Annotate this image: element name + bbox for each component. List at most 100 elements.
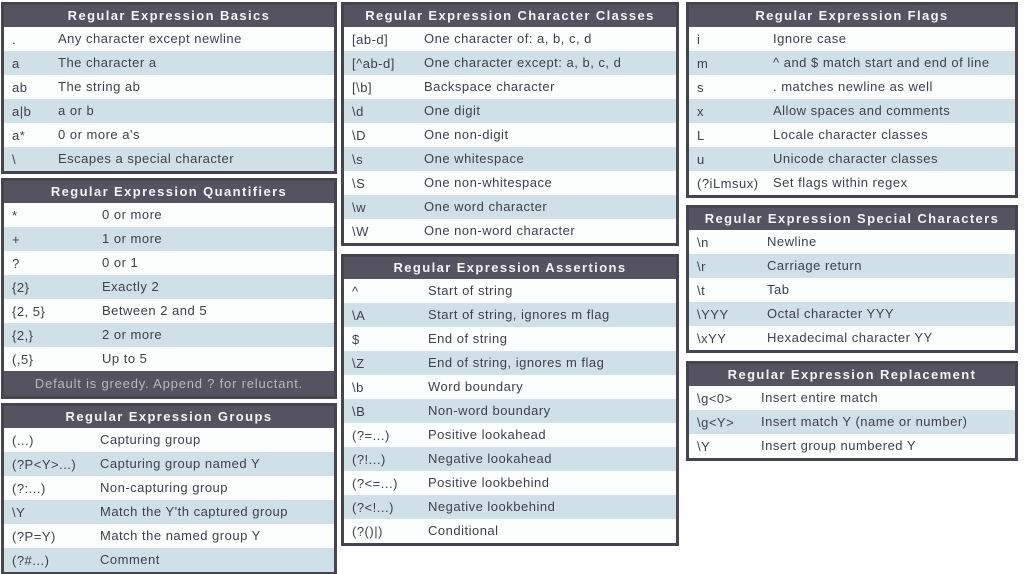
pattern-description: ^ and $ match start and end of line xyxy=(773,55,990,70)
pattern-symbol: (?!...) xyxy=(352,451,386,467)
pattern-description: Allow spaces and comments xyxy=(773,103,951,118)
pattern-description: One digit xyxy=(424,103,481,118)
table-row: \YYY Octal character YYY xyxy=(689,302,1015,326)
pattern-symbol: a xyxy=(12,55,20,71)
pattern-description: Between 2 and 5 xyxy=(102,303,208,318)
pattern-symbol: \r xyxy=(697,258,706,274)
table-row: (?#...) Comment xyxy=(4,548,334,572)
pattern-description: Non-word boundary xyxy=(428,403,551,418)
pattern-symbol: (?:...) xyxy=(12,480,46,496)
pattern-symbol: (?iLmsux) xyxy=(697,175,759,191)
table-character-classes-rows: [ab-d] One character of: a, b, c, d [^ab-d… xyxy=(344,27,676,243)
table-row: {2,} 2 or more xyxy=(4,323,334,347)
pattern-description: Newline xyxy=(767,234,817,249)
pattern-symbol: ? xyxy=(12,255,20,271)
pattern-description: Insert group numbered Y xyxy=(761,438,917,453)
pattern-description: Positive lookahead xyxy=(428,427,547,442)
pattern-description: Octal character YYY xyxy=(767,306,895,321)
pattern-symbol: {2, 5} xyxy=(12,303,46,319)
table-row: \w One word character xyxy=(344,195,676,219)
pattern-symbol: ^ xyxy=(352,283,359,299)
table-quantifiers: Regular Expression Quantifiers * 0 or mor… xyxy=(1,178,337,399)
pattern-description: Match the Y'th captured group xyxy=(100,504,289,519)
pattern-symbol: (?P<Y>...) xyxy=(12,456,77,472)
table-character-classes: Regular Expression Character Classes [ab… xyxy=(341,2,679,246)
table-assertions-title: Regular Expression Assertions xyxy=(344,257,676,279)
table-row: \D One non-digit xyxy=(344,123,676,147)
pattern-description: Word boundary xyxy=(428,379,524,394)
pattern-symbol: \b xyxy=(352,379,364,395)
pattern-symbol: \D xyxy=(352,127,366,143)
pattern-description: Start of string xyxy=(428,283,513,298)
table-row: \S One non-whitespace xyxy=(344,171,676,195)
pattern-description: One non-whitespace xyxy=(424,175,553,190)
table-row: (...) Capturing group xyxy=(4,428,334,452)
table-basics-title: Regular Expression Basics xyxy=(4,5,334,27)
pattern-symbol: * xyxy=(12,207,18,223)
pattern-symbol: \YYY xyxy=(697,306,729,322)
pattern-symbol: [\b] xyxy=(352,79,373,95)
pattern-description: Exactly 2 xyxy=(102,279,160,294)
table-row: a* 0 or more a's xyxy=(4,123,334,147)
table-row: [ab-d] One character of: a, b, c, d xyxy=(344,27,676,51)
table-row: \A Start of string, ignores m flag xyxy=(344,303,676,327)
pattern-symbol: \S xyxy=(352,175,366,191)
pattern-description: Insert entire match xyxy=(761,390,879,405)
table-row: x Allow spaces and comments xyxy=(689,99,1015,123)
pattern-symbol: [ab-d] xyxy=(352,31,389,47)
table-special-characters-title: Regular Expression Special Characters xyxy=(689,208,1015,230)
pattern-description: The character a xyxy=(58,55,157,70)
table-row: (?!...) Negative lookahead xyxy=(344,447,676,471)
pattern-description: One word character xyxy=(424,199,548,214)
table-character-classes-title: Regular Expression Character Classes xyxy=(344,5,676,27)
table-assertions: Regular Expression Assertions ^ Start of … xyxy=(341,254,679,546)
pattern-description: The string ab xyxy=(58,79,141,94)
pattern-description: Unicode character classes xyxy=(773,151,938,166)
pattern-symbol: \t xyxy=(697,282,706,298)
pattern-description: Backspace character xyxy=(424,79,555,94)
pattern-description: Non-capturing group xyxy=(100,480,229,495)
pattern-description: 1 or more xyxy=(102,231,163,246)
pattern-description: Escapes a special character xyxy=(58,151,235,166)
pattern-description: . matches newline as well xyxy=(773,79,933,94)
table-replacement-rows: \g<0> Insert entire match \g<Y> Insert matc… xyxy=(689,386,1015,458)
table-row: \ Escapes a special character xyxy=(4,147,334,171)
table-row: (?P<Y>...) Capturing group named Y xyxy=(4,452,334,476)
table-row: (?<=...) Positive lookbehind xyxy=(344,471,676,495)
pattern-description: Match the named group Y xyxy=(100,528,261,543)
table-quantifiers-title: Regular Expression Quantifiers xyxy=(4,181,334,203)
pattern-description: Conditional xyxy=(428,523,499,538)
table-assertions-rows: ^ Start of string \A Start of string, ignor… xyxy=(344,279,676,543)
table-row: (?iLmsux) Set flags within regex xyxy=(689,171,1015,195)
pattern-description: One character of: a, b, c, d xyxy=(424,31,592,46)
pattern-description: One whitespace xyxy=(424,151,525,166)
table-row: * 0 or more xyxy=(4,203,334,227)
table-row: \d One digit xyxy=(344,99,676,123)
table-row: (?:...) Non-capturing group xyxy=(4,476,334,500)
pattern-symbol: m xyxy=(697,55,709,71)
pattern-symbol: \A xyxy=(352,307,366,323)
pattern-description: 0 or 1 xyxy=(102,255,139,270)
table-row: \g<0> Insert entire match xyxy=(689,386,1015,410)
table-row: $ End of string xyxy=(344,327,676,351)
pattern-symbol: \xYY xyxy=(697,330,727,346)
table-row: \t Tab xyxy=(689,278,1015,302)
table-row: s . matches newline as well xyxy=(689,75,1015,99)
pattern-description: Start of string, ignores m flag xyxy=(428,307,610,322)
column-right: Regular Expression Flags i Ignore case m ^ … xyxy=(686,2,1018,466)
pattern-description: One non-digit xyxy=(424,127,509,142)
table-row: \r Carriage return xyxy=(689,254,1015,278)
table-row: (,5} Up to 5 xyxy=(4,347,334,371)
pattern-symbol: (...) xyxy=(12,432,34,448)
pattern-description: Comment xyxy=(100,552,160,567)
table-row: \Y Insert group numbered Y xyxy=(689,434,1015,458)
table-groups: Regular Expression Groups (...) Capturing… xyxy=(1,403,337,574)
pattern-symbol: (?<!...) xyxy=(352,499,394,515)
pattern-description: Negative lookahead xyxy=(428,451,552,466)
pattern-symbol: i xyxy=(697,31,701,47)
pattern-description: Positive lookbehind xyxy=(428,475,550,490)
table-row: ? 0 or 1 xyxy=(4,251,334,275)
table-row: a The character a xyxy=(4,51,334,75)
pattern-description: Insert match Y (name or number) xyxy=(761,414,968,429)
table-basics: Regular Expression Basics . Any character… xyxy=(1,2,337,174)
